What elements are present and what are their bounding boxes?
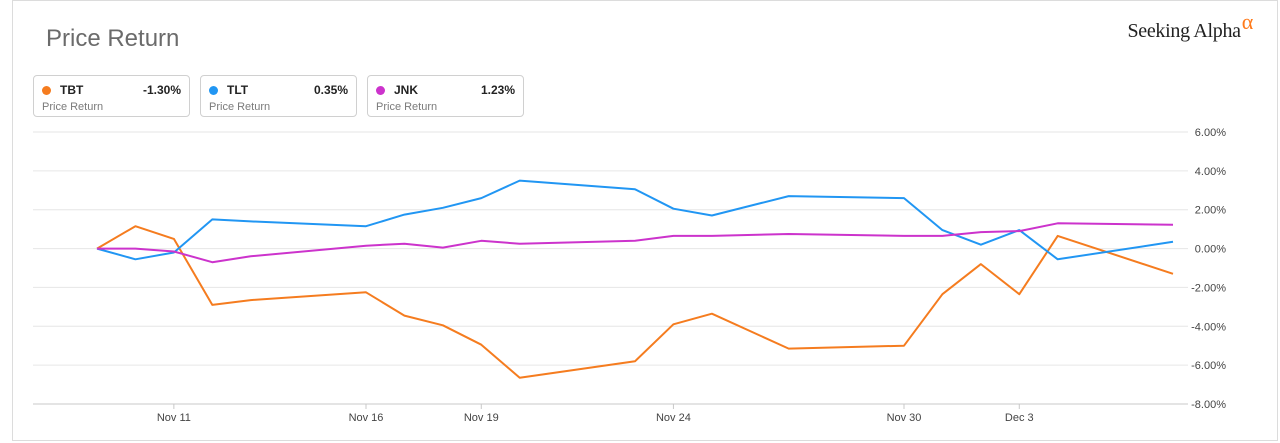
legend-card-tlt[interactable]: TLT 0.35% Price Return <box>200 75 357 117</box>
x-tick-label: Nov 11 <box>157 412 191 424</box>
y-tick-label: 4.00% <box>1195 166 1226 178</box>
y-tick-label: -8.00% <box>1191 399 1226 411</box>
legend-value: 0.35% <box>313 83 348 97</box>
legend-subtitle: Price Return <box>42 101 104 113</box>
grid-lines <box>33 131 1188 405</box>
page-title: Price Return <box>46 25 180 52</box>
series-dot-icon <box>42 85 51 95</box>
y-tick-label: 2.00% <box>1195 205 1226 217</box>
legend-ticker: TLT <box>227 83 249 97</box>
legend-card-jnk[interactable]: JNK 1.23% Price Return <box>367 75 524 117</box>
y-tick-label: -2.00% <box>1191 282 1226 294</box>
legend: TBT -1.30% Price Return TLT 0.35% Price … <box>33 75 524 117</box>
x-tick-label: Nov 19 <box>464 412 499 424</box>
legend-subtitle: Price Return <box>209 101 271 113</box>
x-tick-label: Nov 24 <box>656 412 691 424</box>
alpha-symbol-icon: α <box>1241 9 1254 34</box>
legend-card-tbt[interactable]: TBT -1.30% Price Return <box>33 75 190 117</box>
series-line-jnk[interactable] <box>97 222 1174 264</box>
x-tick-label: Dec 3 <box>1005 412 1034 424</box>
y-axis-labels: 6.00% 4.00% 2.00% 0.00% -2.00% -4.00% -6.00% -8… <box>1191 127 1226 411</box>
legend-ticker: JNK <box>394 83 419 97</box>
y-tick-label: -4.00% <box>1191 321 1226 333</box>
y-tick-label: -6.00% <box>1191 360 1226 372</box>
legend-value: 1.23% <box>480 83 515 97</box>
legend-value: -1.30% <box>142 83 181 97</box>
logo-text: Seeking Alpha <box>1127 20 1241 42</box>
x-axis-labels: Nov 11 Nov 16 Nov 19 Nov 24 Nov 30 Dec 3 <box>157 404 1034 424</box>
series-lines <box>96 179 1174 379</box>
legend-ticker: TBT <box>60 83 84 97</box>
series-line-tlt[interactable] <box>96 179 1174 261</box>
y-tick-label: 0.00% <box>1195 244 1226 256</box>
legend-subtitle: Price Return <box>376 101 438 113</box>
seeking-alpha-logo[interactable]: Seeking Alphaα <box>1127 9 1253 43</box>
x-tick-label: Nov 16 <box>349 412 384 424</box>
y-tick-label: 6.00% <box>1195 127 1226 139</box>
series-dot-icon <box>376 85 385 95</box>
x-tick-label: Nov 30 <box>887 412 922 424</box>
series-line-tbt[interactable] <box>96 225 1174 379</box>
series-dot-icon <box>209 85 218 95</box>
